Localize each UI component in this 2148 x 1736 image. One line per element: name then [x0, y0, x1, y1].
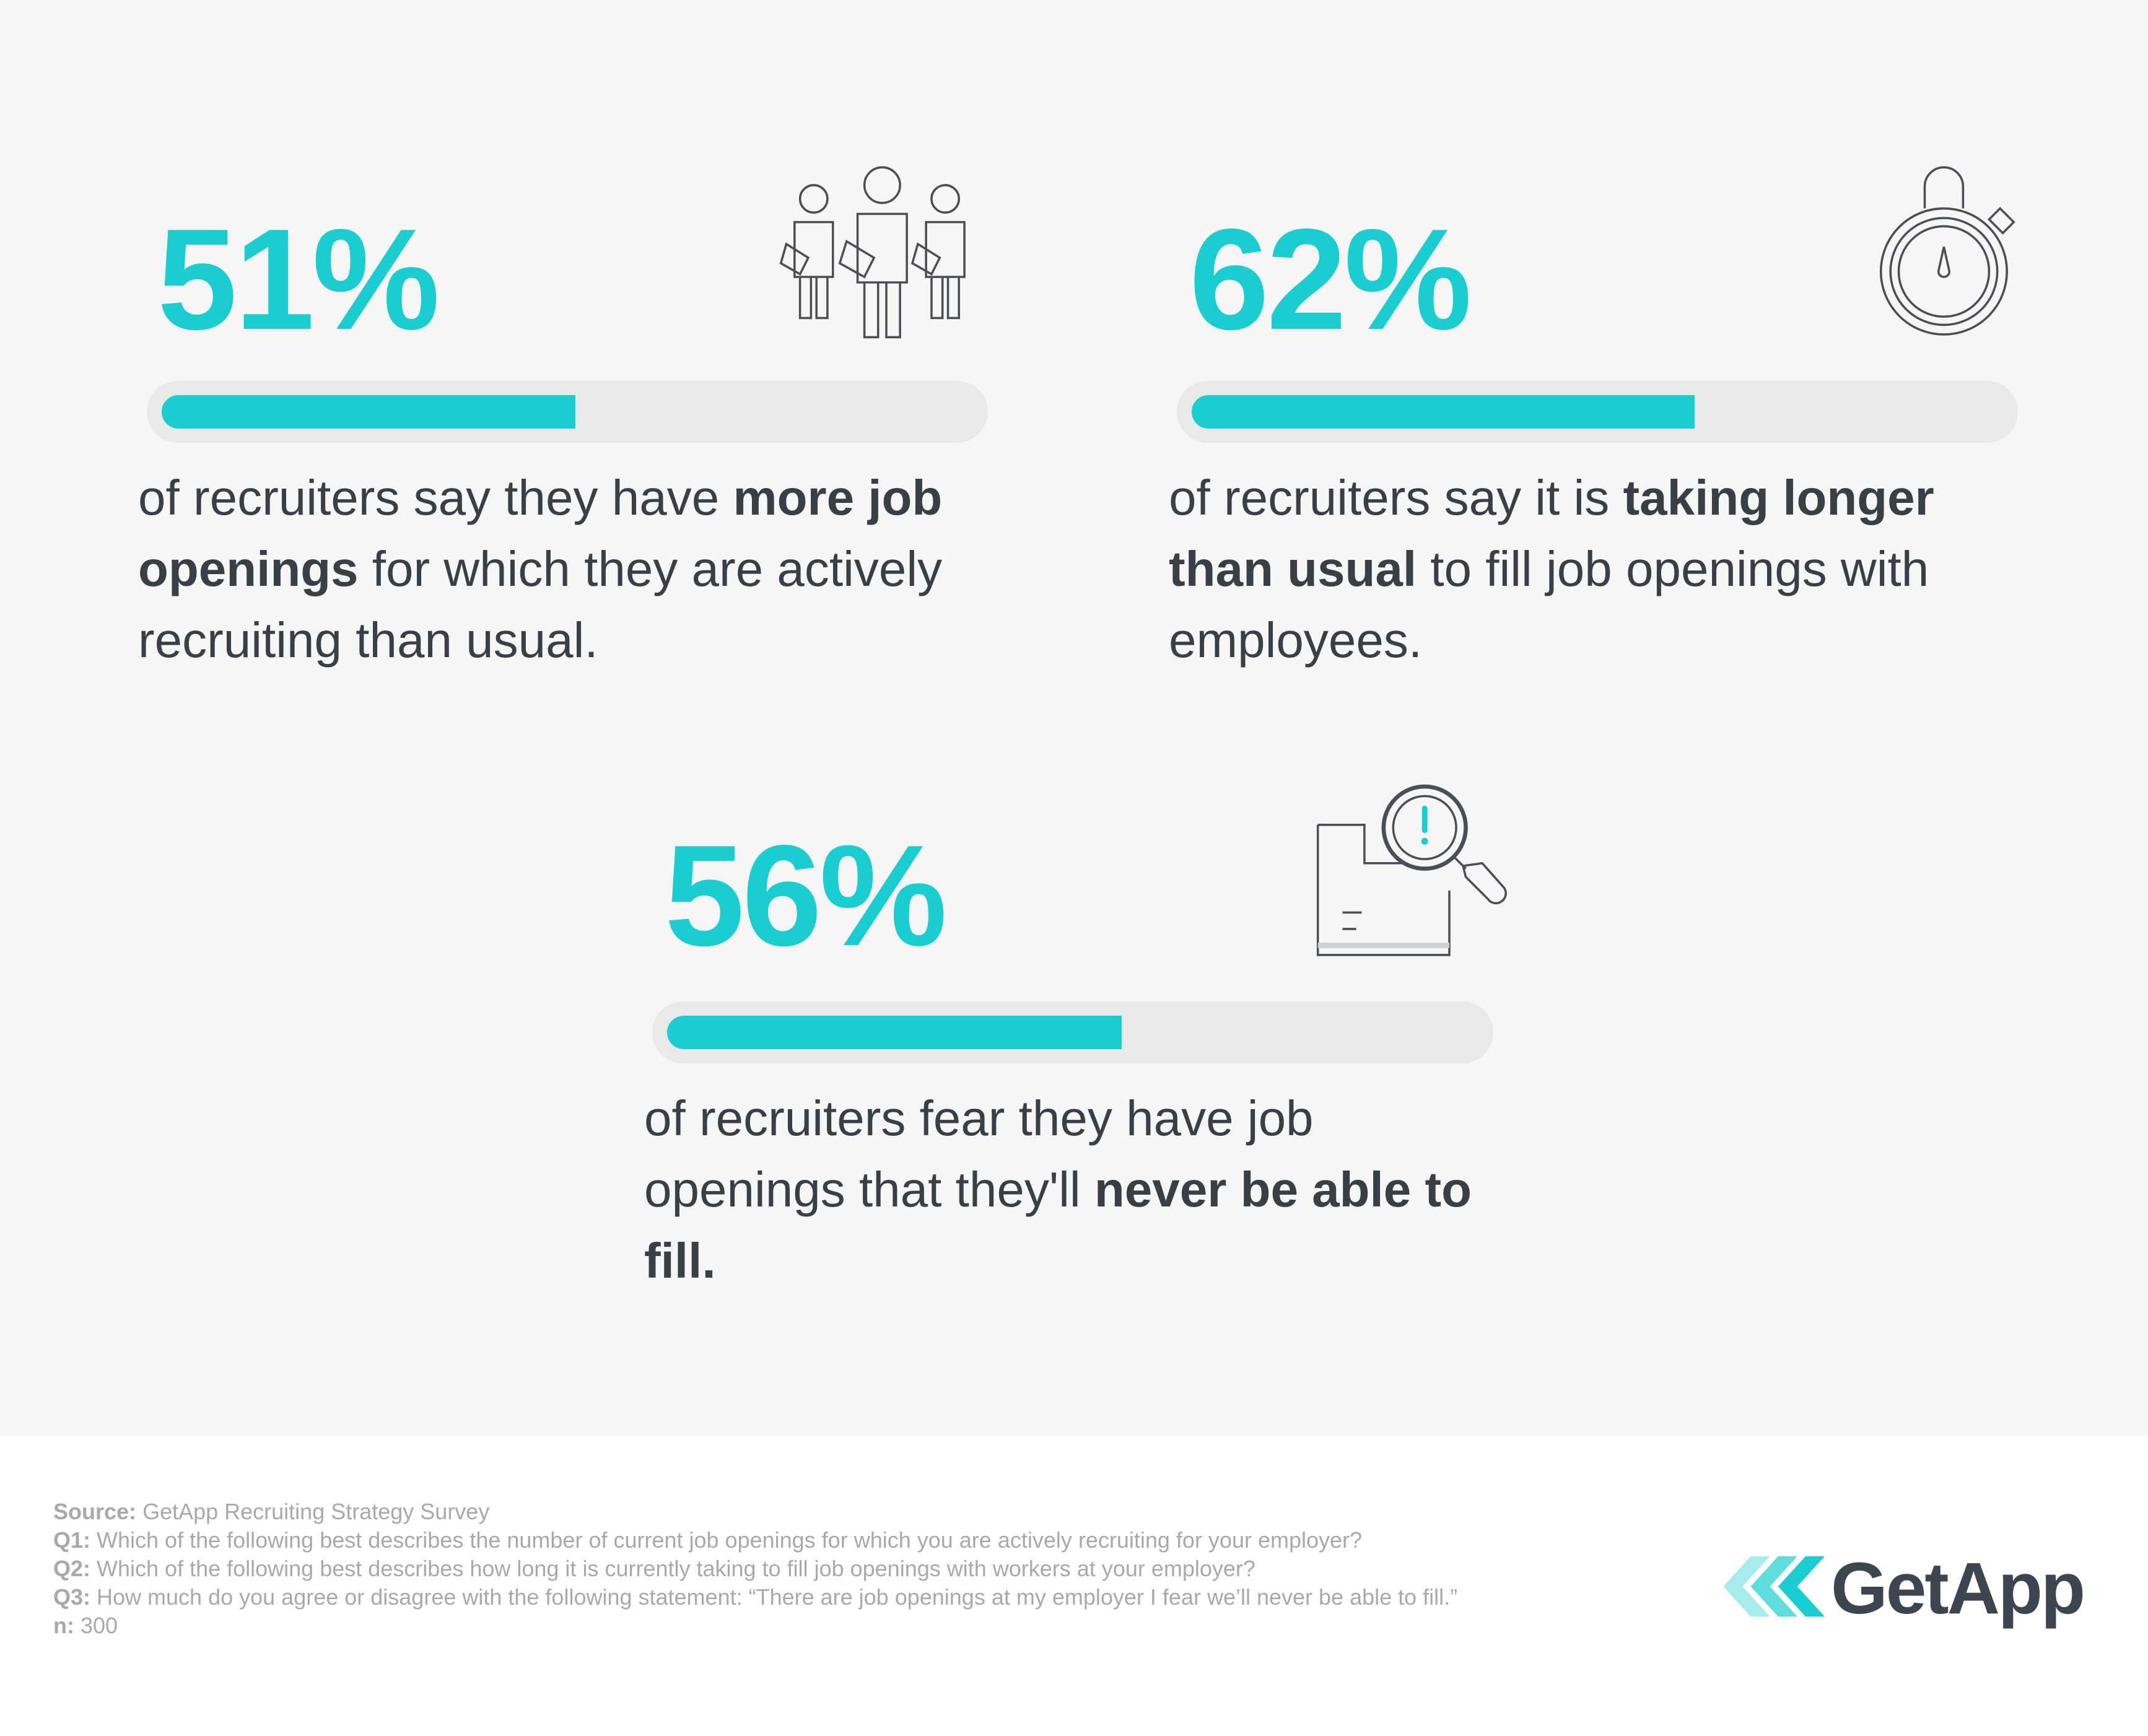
people-icon: [779, 166, 966, 339]
footer: Source: GetApp Recruiting Strategy Surve…: [53, 1498, 1639, 1640]
footer-text: Which of the following best describes th…: [97, 1527, 1363, 1553]
footer-line: Source: GetApp Recruiting Strategy Surve…: [53, 1498, 1639, 1526]
footer-line: Q1: Which of the following best describe…: [53, 1526, 1639, 1555]
footer-label: n:: [53, 1613, 74, 1638]
text: for which they are actively recruiting t…: [138, 541, 943, 668]
footer-line: Q2: Which of the following best describe…: [53, 1555, 1639, 1583]
footer-text: How much do you agree or disagree with t…: [97, 1584, 1458, 1610]
progress-area: [1192, 395, 2003, 429]
progress-area: [667, 1016, 1478, 1049]
text: to fill job openings with employees.: [1169, 541, 1929, 668]
footer-line: Q3: How much do you agree or disagree wi…: [53, 1583, 1639, 1612]
logo: GetApp: [1831, 1548, 2085, 1629]
background: [0, 0, 2148, 1436]
stat-description: of recruiters say they have more job ope…: [138, 462, 993, 676]
stat-description: of recruiters say it is taking longer th…: [1169, 462, 2024, 676]
stopwatch-icon: [1879, 166, 2015, 336]
progress-fill: [162, 395, 576, 429]
footer-label: Source:: [53, 1499, 137, 1524]
bold-text: more job openings: [138, 470, 943, 596]
stat-number: 56%: [665, 816, 947, 976]
progress-track: [1177, 381, 2018, 443]
progress-fill: [667, 1016, 1122, 1049]
text: of recruiters say they have: [138, 470, 733, 525]
text: of recruiters say it is: [1169, 470, 1623, 525]
text: of recruiters fear they have job opening…: [644, 1091, 1314, 1217]
footer-text: GetApp Recruiting Strategy Survey: [142, 1499, 490, 1524]
progress-track: [147, 381, 988, 443]
footer-label: Q2:: [53, 1556, 91, 1581]
progress-track: [652, 1001, 1493, 1063]
stat-number: 51%: [157, 199, 440, 360]
progress-fill: [1192, 395, 1695, 429]
progress-area: [162, 395, 973, 429]
document-search-icon: [1316, 784, 1507, 956]
logo-mark: [1723, 1556, 1825, 1617]
footer-text: Which of the following best describes ho…: [97, 1556, 1255, 1581]
footer-label: Q3:: [53, 1584, 91, 1610]
stat-number: 62%: [1189, 199, 1472, 360]
stat-description: of recruiters fear they have job opening…: [644, 1083, 1499, 1296]
footer-line: n: 300: [53, 1612, 1639, 1640]
footer-label: Q1:: [53, 1527, 91, 1553]
footer-text: 300: [81, 1613, 118, 1638]
bold-text: taking longer than usual: [1169, 470, 1934, 596]
bold-text: never be able to fill.: [644, 1162, 1472, 1288]
